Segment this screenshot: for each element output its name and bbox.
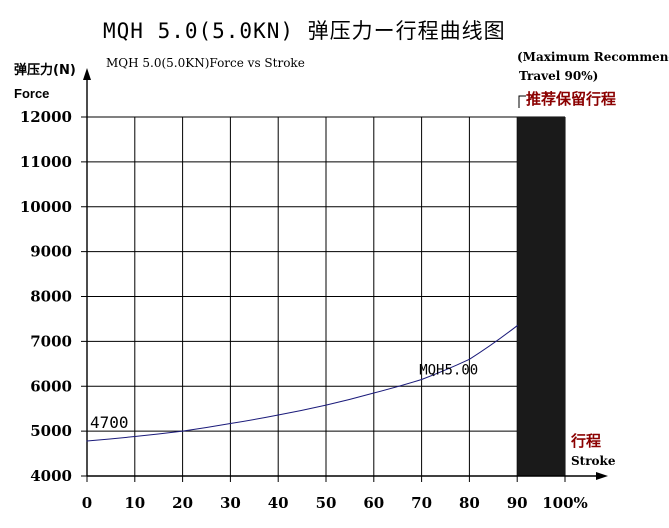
max-travel-note-line2: Travel 90%): [519, 69, 598, 83]
tick-labels: 0 10 20 30 40 50 60 70 80 90 100% 4000 5000 6000 7000 8…: [20, 108, 588, 512]
series-point: [421, 378, 423, 381]
series-point: [134, 435, 136, 438]
series-point: [229, 422, 231, 425]
x-tick-label: 50: [316, 494, 337, 512]
x-axis-label-en: Stroke: [571, 454, 616, 468]
x-tick-label: 20: [172, 494, 193, 512]
x-tick-label: 30: [220, 494, 241, 512]
series-layer: [86, 325, 518, 442]
y-axis-label-cn: 弹压力(N): [14, 62, 76, 78]
series-point: [182, 430, 184, 432]
x-tick-label: 10: [124, 494, 145, 512]
x-tick-label: 100%: [542, 494, 588, 512]
recommended-travel-zone: [517, 117, 565, 476]
y-tick-label: 4000: [30, 467, 72, 485]
x-tick-label: 60: [363, 494, 384, 512]
series-point: [373, 392, 375, 394]
x-axis-arrow: [596, 472, 608, 480]
recommended-travel-label: 推荐保留行程: [526, 90, 616, 108]
series-label: MQH5.00: [419, 362, 478, 378]
x-axis-label-cn: 行程: [570, 432, 601, 450]
x-tick-label: 0: [82, 494, 92, 512]
x-tick-label: 90: [507, 494, 528, 512]
max-travel-note-line1: (Maximum Recommended: [517, 50, 669, 64]
x-tick-label: 40: [268, 494, 289, 512]
series-line: [86, 325, 518, 442]
y-tick-label: 8000: [30, 288, 72, 306]
series-point: [86, 440, 88, 442]
series-point: [325, 404, 327, 406]
y-tick-label: 5000: [30, 422, 72, 440]
grid: [86, 116, 566, 477]
axes: [81, 68, 608, 482]
series-point: [516, 325, 518, 327]
y-tick-label: 11000: [20, 153, 72, 171]
y-tick-label: 6000: [30, 377, 72, 395]
y-tick-label: 7000: [30, 332, 72, 350]
y-tick-label: 9000: [30, 243, 72, 261]
y-axis-arrow: [83, 68, 91, 80]
series-point: [468, 358, 470, 360]
y-tick-label: 10000: [20, 198, 72, 216]
y-tick-label: 12000: [20, 108, 72, 126]
start-value-label: 4700: [90, 413, 129, 432]
y-axis-label-en: Force: [14, 86, 49, 101]
chart-title: MQH 5.0(5.0KN) 弹压力ー行程曲线图: [103, 19, 506, 43]
x-tick-label: 70: [411, 494, 432, 512]
note-leader-line: [518, 95, 526, 108]
series-point: [277, 414, 279, 416]
chart-subtitle: MQH 5.0(5.0KN)Force vs Stroke: [106, 56, 305, 70]
x-tick-label: 80: [459, 494, 480, 512]
